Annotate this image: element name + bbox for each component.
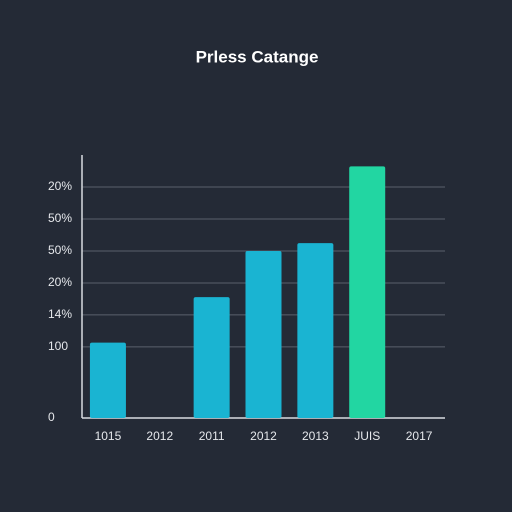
bar	[245, 250, 282, 418]
y-tick-label: 20%	[48, 275, 72, 289]
y-tick-label: 100	[48, 339, 68, 353]
x-tick-label: 2011	[199, 429, 225, 443]
x-tick-label: 2013	[302, 429, 329, 443]
x-tick-label: 1015	[95, 429, 122, 443]
y-tick-label: 0	[48, 410, 55, 424]
bar	[349, 166, 386, 418]
y-tick-label: 50%	[48, 243, 72, 257]
bar	[297, 243, 334, 418]
chart-title: Prless Catange	[196, 47, 319, 66]
y-tick-label: 14%	[48, 307, 72, 321]
x-tick-label: 2012	[146, 429, 173, 443]
x-tick-label: 2017	[406, 429, 433, 443]
bar	[193, 297, 230, 418]
x-tick-label: JUIS	[354, 429, 380, 443]
bar	[89, 342, 126, 418]
y-tick-label: 20%	[48, 179, 72, 193]
y-tick-label: 50%	[48, 211, 72, 225]
x-tick-label: 2012	[250, 429, 277, 443]
